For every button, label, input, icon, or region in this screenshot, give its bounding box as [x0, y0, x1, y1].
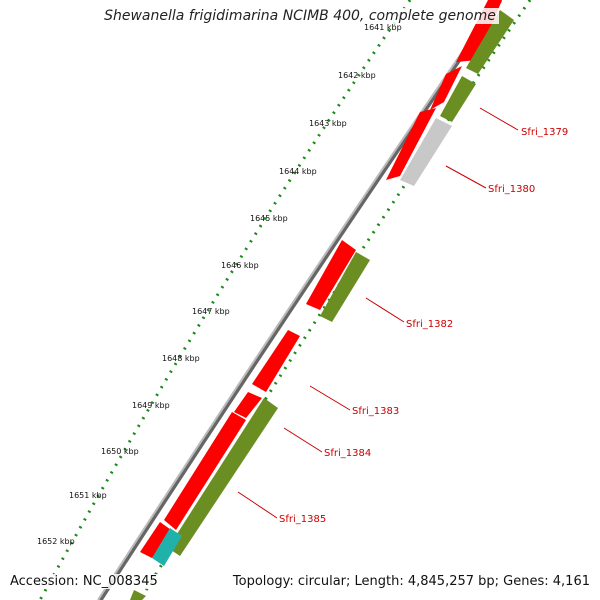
- scale-label: 1648 kbp: [162, 354, 200, 363]
- forward-strand-genes: [140, 0, 502, 558]
- gene-reverse[interactable]: [440, 76, 476, 122]
- gene-label-sfri-1384[interactable]: Sfri_1384: [324, 448, 371, 459]
- scale-label: 1652 kbp: [37, 537, 75, 546]
- gene-forward[interactable]: [306, 240, 356, 310]
- gene-label-sfri-1382[interactable]: Sfri_1382: [406, 319, 453, 330]
- outer-scale-ring: [38, 0, 412, 600]
- leader-line: [237, 491, 278, 519]
- gene-reverse[interactable]: [168, 398, 278, 556]
- gene-rna[interactable]: [152, 528, 182, 566]
- scale-label: 1651 kbp: [69, 491, 107, 500]
- genome-title: Shewanella frigidimarina NCIMB 400, comp…: [0, 8, 600, 24]
- reverse-strand-genes: [130, 10, 514, 600]
- gene-reverse[interactable]: [130, 590, 146, 600]
- scale-label: 1646 kbp: [221, 261, 259, 270]
- scale-label: 1644 kbp: [279, 167, 317, 176]
- gene-reverse[interactable]: [320, 252, 370, 322]
- gene-label-sfri-1383[interactable]: Sfri_1383: [352, 406, 399, 417]
- gene-forward[interactable]: [386, 108, 436, 180]
- gene-label-sfri-1385[interactable]: Sfri_1385: [279, 514, 326, 525]
- gene-label-leaders: [237, 107, 519, 519]
- gene-forward[interactable]: [252, 330, 300, 392]
- accession-text: Accession: NC_008345: [8, 574, 160, 589]
- gene-labels: Sfri_1379 Sfri_1380 Sfri_1382 Sfri_1383 …: [279, 127, 568, 525]
- scale-label: 1641 kbp: [364, 23, 402, 32]
- gene-label-sfri-1380[interactable]: Sfri_1380: [488, 184, 535, 195]
- scale-label: 1650 kbp: [101, 447, 139, 456]
- genome-stats-text: Topology: circular; Length: 4,845,257 bp…: [230, 574, 592, 589]
- leader-line: [309, 385, 351, 411]
- scale-label: 1647 kbp: [192, 307, 230, 316]
- genome-title-text: Shewanella frigidimarina NCIMB 400, comp…: [101, 8, 499, 24]
- genome-backbone-highlight: [97, 0, 499, 600]
- scale-labels: 1641 kbp 1642 kbp 1643 kbp 1644 kbp 1645…: [37, 23, 402, 546]
- leader-line: [283, 427, 323, 453]
- gene-label-sfri-1379[interactable]: Sfri_1379: [521, 127, 568, 138]
- leader-line: [365, 297, 405, 323]
- gene-reverse[interactable]: [466, 10, 514, 74]
- leader-line: [479, 107, 519, 131]
- scale-label: 1645 kbp: [250, 214, 288, 223]
- scale-label: 1649 kbp: [132, 401, 170, 410]
- leader-line: [445, 165, 487, 189]
- gene-forward[interactable]: [164, 412, 246, 530]
- gene-forward[interactable]: [234, 392, 262, 418]
- gene-pseudo[interactable]: [400, 118, 452, 186]
- gene-forward[interactable]: [140, 522, 174, 558]
- gene-forward[interactable]: [430, 66, 462, 110]
- scale-label: 1642 kbp: [338, 71, 376, 80]
- scale-label: 1643 kbp: [309, 119, 347, 128]
